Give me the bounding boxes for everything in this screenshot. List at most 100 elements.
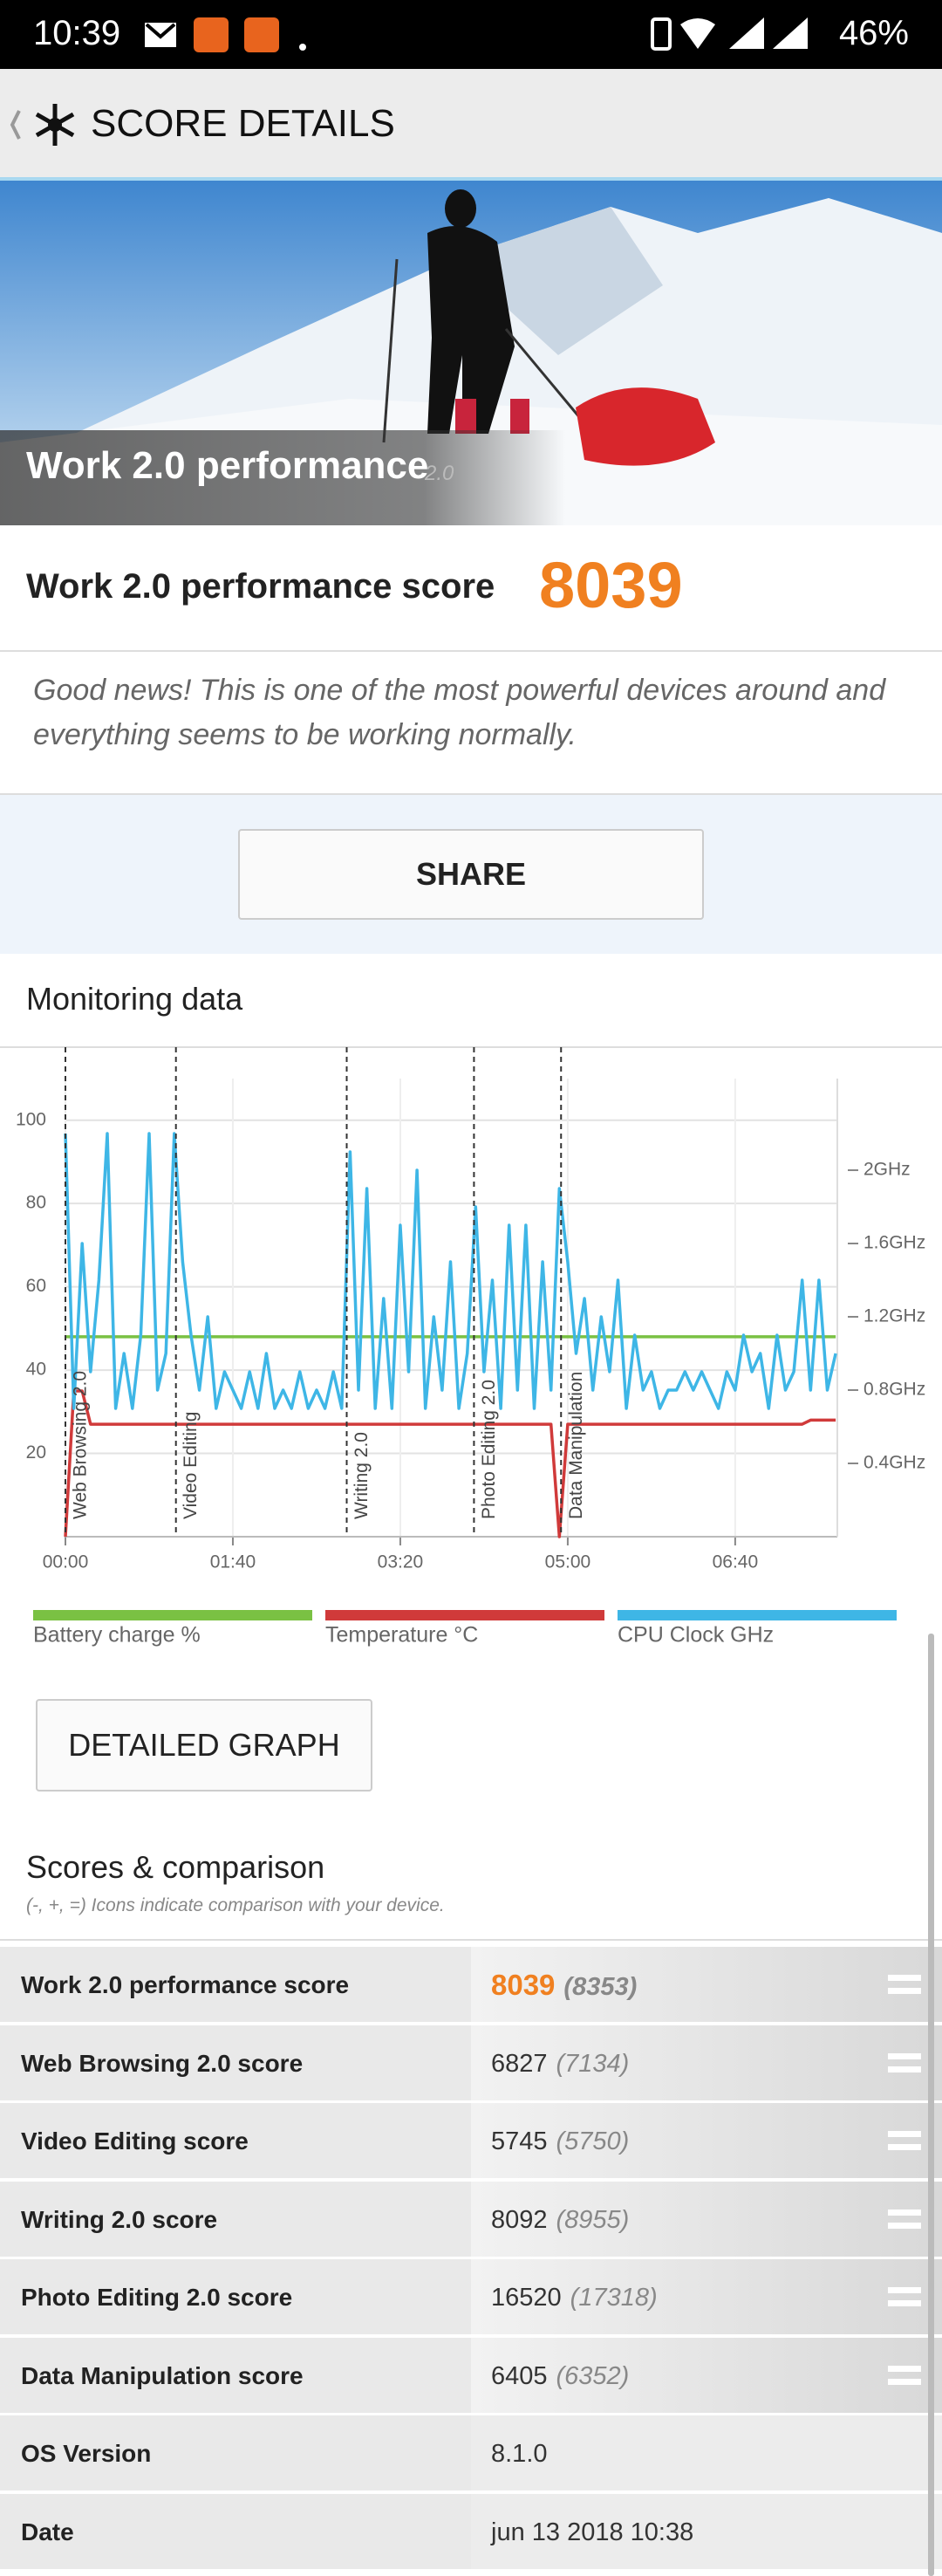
row-label: Work 2.0 performance score [21, 1971, 350, 1998]
row-label: Video Editing score [21, 2127, 249, 2155]
row-value: jun 13 2018 10:38 [491, 2518, 693, 2547]
y2-tick-label: 1.2GHz [864, 1306, 925, 1326]
equal-icon [888, 2287, 921, 2306]
score-value: jun 13 2018 10:38 [491, 2518, 694, 2546]
section-label: Data Manipulation [566, 1372, 586, 1519]
score-row: Date jun 13 2018 10:38 [0, 2493, 942, 2569]
row-label-cell [0, 2024, 471, 2100]
section-note: (-, +, =) Icons indicate comparison with… [26, 1895, 445, 1915]
legend-swatch [33, 1610, 312, 1620]
result-message: Good news! This is one of the most power… [33, 674, 886, 751]
score-label: Work 2.0 performance score [26, 567, 495, 606]
row-value: 5745 (5750) [491, 2127, 629, 2156]
score-value: 8039 [539, 549, 683, 621]
divider [0, 1046, 942, 1048]
comparison-value: (8353) [563, 1973, 638, 2001]
app-bar: SCORE DETAILS [0, 69, 942, 181]
row-label-cell [0, 2259, 471, 2334]
row-value-cell [471, 1947, 942, 2022]
share-button[interactable]: SHARE [238, 829, 704, 920]
page-title: SCORE DETAILS [91, 102, 395, 145]
back-logo[interactable] [7, 99, 85, 151]
legend-label: CPU Clock GHz [618, 1623, 774, 1648]
divider [0, 1939, 942, 1941]
row-value: 8039 (8353) [491, 1969, 637, 2002]
row-label-cell [0, 2415, 471, 2490]
row-label-cell [0, 2337, 471, 2413]
row-value: 8092 (8955) [491, 2206, 629, 2235]
score-row: Writing 2.0 score 8092 (8955) [0, 2181, 942, 2257]
row-value-cell [471, 2337, 942, 2413]
equal-icon [888, 2052, 921, 2072]
legend-label: Temperature °C [325, 1623, 478, 1648]
y2-tick-label: 0.4GHz [864, 1453, 925, 1473]
row-label: Web Browsing 2.0 score [21, 2049, 304, 2077]
x-tick-label: 06:40 [713, 1552, 759, 1572]
y-tick-label: 20 [26, 1442, 46, 1463]
series-line [64, 1389, 836, 1538]
score-row: Photo Editing 2.0 score 16520 (17318) [0, 2259, 942, 2334]
notification-icons [145, 17, 306, 52]
score-value: 6405 [491, 2361, 548, 2390]
y2-tick-label: 0.8GHz [864, 1380, 925, 1400]
system-icons [651, 17, 808, 51]
score-value: 8092 [491, 2205, 548, 2234]
equal-icon [888, 1975, 921, 1994]
y-tick-label: 80 [26, 1193, 46, 1213]
clock: 10:39 [33, 14, 121, 52]
monitoring-chart: 20 40 60 80 100 0.4GHz 0.8GHz 1.2GHz 1.6GHz 2GHz 0… [16, 1047, 925, 1648]
scrollbar [928, 1634, 934, 2576]
score-row: Web Browsing 2.0 score 6827 (7134) [0, 2024, 942, 2100]
equal-icon [888, 2365, 921, 2385]
row-value-cell [471, 2259, 942, 2334]
section-title: Monitoring data [26, 981, 243, 1017]
row-label: Writing 2.0 score [21, 2205, 218, 2233]
section-label: Web Browsing 2.0 [71, 1371, 91, 1519]
y2-tick-label: 2GHz [864, 1160, 911, 1180]
row-label-cell [0, 2493, 471, 2569]
score-value: 16520 [491, 2284, 562, 2312]
plot-area [65, 1079, 837, 1537]
x-tick-label: 03:20 [378, 1552, 424, 1572]
section-title: Scores & comparison [26, 1849, 325, 1885]
legend-swatch [325, 1610, 604, 1620]
score-row: OS Version 8.1.0 [0, 2415, 942, 2490]
row-label: OS Version [21, 2440, 152, 2467]
score-value: 5745 [491, 2127, 548, 2155]
row-label: Photo Editing 2.0 score [21, 2284, 293, 2311]
comparison-value: (17318) [570, 2284, 658, 2312]
x-tick-label: 00:00 [43, 1552, 89, 1572]
row-value-cell [471, 2103, 942, 2178]
detailed-graph-button[interactable]: DETAILED GRAPH [36, 1699, 372, 1792]
row-label: Date [21, 2518, 74, 2545]
row-value: 16520 (17318) [491, 2284, 658, 2312]
row-label-cell [0, 2181, 471, 2257]
hero-image: Work 2.0 performance 2.0 [0, 181, 942, 525]
section-label: Writing 2.0 [352, 1432, 372, 1519]
row-value: 6827 (7134) [491, 2050, 629, 2079]
hero-picture [0, 181, 942, 525]
battery-level: 46% [838, 14, 909, 52]
comparison-value: (6352) [556, 2361, 630, 2390]
status-bar: 10:39 46% [0, 0, 942, 69]
x-tick-label: 01:40 [210, 1552, 256, 1572]
row-label: Data Manipulation score [21, 2361, 304, 2389]
legend-swatch [618, 1610, 897, 1620]
hero-title: Work 2.0 performance [26, 444, 429, 487]
y-tick-label: 100 [16, 1109, 46, 1129]
equal-icon [888, 2131, 921, 2150]
score-value: 6827 [491, 2049, 548, 2078]
row-value-cell [471, 2024, 942, 2100]
y-tick-label: 40 [26, 1360, 46, 1380]
score-row: Data Manipulation score 6405 (6352) [0, 2337, 942, 2413]
equal-icon [888, 2209, 921, 2229]
hero-version: 2.0 [425, 462, 454, 485]
score-value: 8.1.0 [491, 2440, 548, 2468]
score-value: 8039 [491, 1969, 556, 2001]
row-value-cell [471, 2493, 942, 2569]
row-label-cell [0, 1947, 471, 2022]
score-box: Work 2.0 performance score 8039 [0, 525, 942, 652]
legend-label: Battery charge % [33, 1623, 201, 1648]
comparison-value: (8955) [556, 2205, 630, 2234]
row-value-cell [471, 2415, 942, 2490]
